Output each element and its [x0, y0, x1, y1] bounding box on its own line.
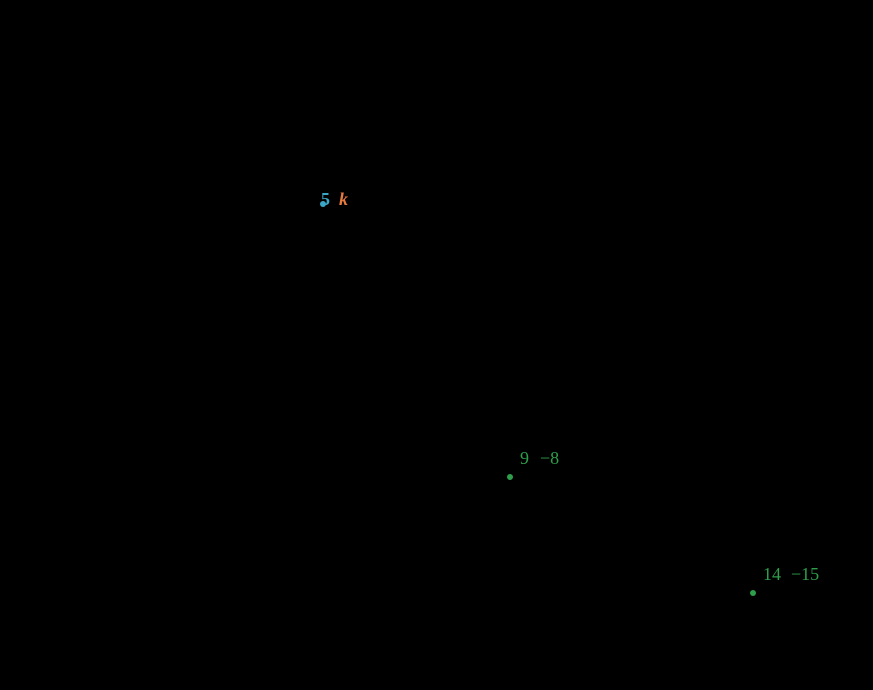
point-p3 — [750, 590, 756, 596]
point-p3-label-0: 14 — [763, 565, 781, 583]
point-p1-label-0: 5 — [321, 190, 330, 208]
plot-canvas: 5k 9 −8 14 −15 — [0, 0, 873, 690]
point-p2 — [507, 474, 513, 480]
point-p2-label-1: −8 — [540, 449, 559, 467]
point-p2-label-0: 9 — [520, 449, 529, 467]
point-p1-label-1: k — [339, 190, 348, 208]
point-p3-label-1: −15 — [791, 565, 819, 583]
